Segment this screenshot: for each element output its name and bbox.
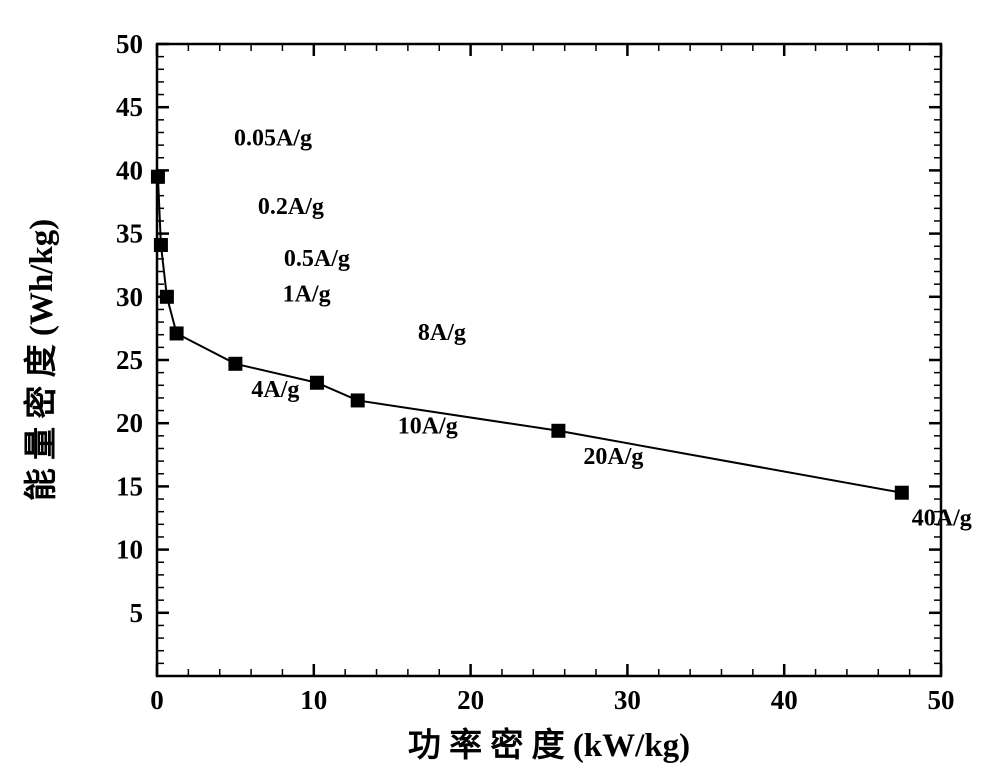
data-point-label: 40A/g [912,506,972,532]
y-tick-label: 40 [116,155,143,185]
y-tick-label: 15 [116,471,143,501]
data-point-label: 0.2A/g [258,194,324,220]
x-tick-label: 0 [150,685,164,715]
data-point [310,376,323,389]
y-tick-label: 50 [116,29,143,59]
data-point-label: 10A/g [398,413,458,439]
data-point [895,486,908,499]
data-point-label: 4A/g [251,377,299,403]
data-point-label: 0.05A/g [234,126,312,152]
x-tick-label: 50 [928,685,955,715]
y-tick-label: 35 [116,219,143,249]
data-point [170,327,183,340]
x-tick-label: 40 [771,685,798,715]
x-tick-label: 10 [300,685,327,715]
data-point-label: 0.5A/g [284,246,350,272]
data-point [552,424,565,437]
y-tick-label: 25 [116,345,143,375]
y-tick-label: 30 [116,282,143,312]
data-point [154,238,167,251]
y-tick-label: 5 [130,598,144,628]
series-line [158,177,902,493]
x-tick-label: 30 [614,685,641,715]
data-point [151,170,164,183]
data-point [229,357,242,370]
x-axis-title: 功 率 密 度 (kW/kg) [408,726,690,764]
ragone-plot: 0 10 20 30 40 50 5 10 15 20 25 30 35 40 45 50 功 率 密 度 (k… [0,0,1000,784]
y-axis-title: 能 量 密 度 (Wh/kg) [22,219,60,501]
y-tick-label: 45 [116,92,143,122]
data-point-label: 8A/g [418,320,466,346]
data-point [160,290,173,303]
y-tick-label: 10 [116,535,143,565]
data-point [351,394,364,407]
y-tick-label: 20 [116,408,143,438]
data-point-label: 1A/g [283,281,331,307]
x-tick-label: 20 [457,685,484,715]
data-point-label: 20A/g [583,444,643,470]
